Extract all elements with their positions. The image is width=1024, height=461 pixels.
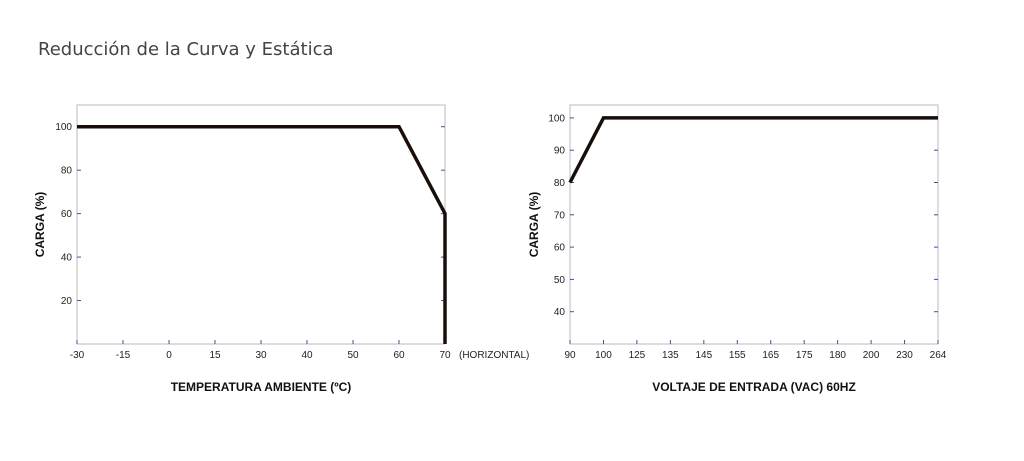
chart-voltage-derating: 40 50 60 70 80 90 100 90 100 125 135 145 155 165 175 18… (527, 104, 947, 394)
x-tick-label: 125 (629, 350, 646, 361)
y-tick-label: 70 (554, 210, 566, 221)
x-tick-label: 200 (863, 350, 880, 361)
x-tick-label: 145 (695, 350, 712, 361)
x-tick-label: 15 (209, 350, 221, 361)
chart-temperature-derating: 20 40 60 80 100 -30 -15 0 15 30 40 50 60 70 (HORIZONTA… (33, 104, 529, 394)
x-tick-label: 165 (762, 350, 779, 361)
x-axis-title: VOLTAJE DE ENTRADA (VAC) 60HZ (652, 380, 856, 394)
y-tick-label: 60 (61, 209, 73, 220)
y-tick-label: 50 (554, 275, 566, 286)
y-tick-label: 80 (554, 178, 566, 189)
x-tick-label: 230 (896, 350, 913, 361)
page-title: Reducción de la Curva y Estática (38, 39, 334, 60)
x-tick-label: 40 (301, 350, 313, 361)
y-axis-title: CARGA (%) (527, 192, 541, 258)
y-tick-label: 100 (55, 122, 72, 133)
x-tick-label: -15 (116, 350, 131, 361)
x-tick-label: 264 (930, 350, 947, 361)
x-tick-label: 60 (393, 350, 405, 361)
series-line (568, 116, 938, 184)
x-axis-title: TEMPERATURA AMBIENTE (ºC) (171, 380, 352, 394)
y-axis-title: CARGA (%) (33, 192, 47, 258)
plot-frame (569, 104, 939, 345)
series-line (77, 124, 447, 344)
y-tick-label: 100 (548, 113, 565, 124)
x-tick-label: 30 (255, 350, 267, 361)
x-tick-label: -30 (70, 350, 85, 361)
x-tick-label: 155 (729, 350, 746, 361)
plot-frame (76, 104, 446, 345)
y-tick-label: 80 (61, 166, 73, 177)
y-tick-label: 90 (554, 146, 566, 157)
x-tick-label: 0 (166, 350, 172, 361)
x-tick-label: 135 (662, 350, 679, 361)
x-tick-label: 50 (347, 350, 359, 361)
x-tick-label: 100 (595, 350, 612, 361)
x-axis-note: (HORIZONTAL) (459, 350, 529, 361)
y-tick-label: 60 (554, 243, 566, 254)
x-tick-label: 175 (796, 350, 813, 361)
x-tick-label: 90 (564, 350, 576, 361)
x-tick-label: 70 (439, 350, 451, 361)
y-tick-label: 40 (554, 307, 566, 318)
x-tick-label: 180 (829, 350, 846, 361)
y-tick-label: 20 (61, 296, 73, 307)
y-tick-label: 40 (61, 253, 73, 264)
